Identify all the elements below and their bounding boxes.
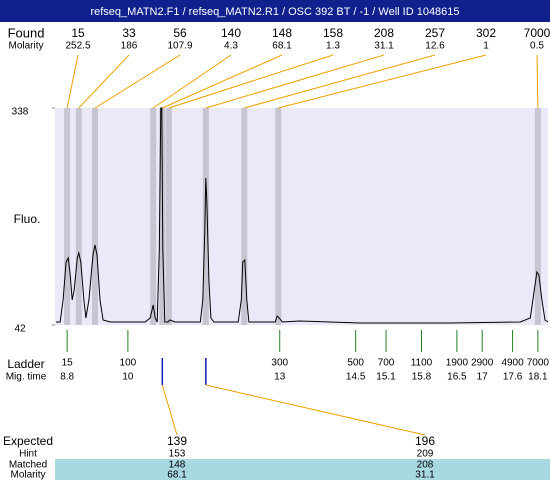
found-size: 56 [173, 26, 187, 40]
found-molarity: 12.6 [425, 41, 445, 52]
plot-area [55, 108, 548, 325]
expected-label: Expected [3, 434, 53, 448]
peak-connector [278, 54, 487, 109]
found-molarity: 1.3 [326, 41, 340, 52]
hint-size: 153 [169, 449, 186, 460]
found-molarity: 252.5 [65, 41, 90, 52]
ladder-time: 17.6 [503, 372, 523, 383]
exp-molarity-label: Molarity [10, 470, 45, 480]
peak-connector [162, 54, 283, 109]
ladder-size: 4900 [501, 358, 524, 369]
molarity-label: Molarity [8, 41, 43, 52]
peak-band [165, 108, 172, 325]
matched-size: 148 [169, 460, 186, 471]
ladder-size: 15 [62, 358, 74, 369]
peak-band [202, 108, 209, 325]
peak-connector [244, 54, 436, 109]
matched-molarity: 31.1 [415, 470, 435, 480]
ladder-size: 500 [347, 358, 364, 369]
peak-band [91, 108, 98, 325]
header-bar [0, 0, 550, 22]
ladder-time: 15.1 [376, 372, 396, 383]
ladder-size: 2900 [471, 358, 494, 369]
ladder-time: 15.8 [412, 372, 432, 383]
found-size: 148 [272, 26, 292, 40]
molarity-row-bg [55, 470, 550, 480]
ladder-time: 13 [274, 372, 286, 383]
trace [56, 107, 549, 324]
ladder-time: 10 [122, 372, 134, 383]
ladder-time: 14.5 [346, 372, 366, 383]
found-size: 15 [71, 26, 85, 40]
peak-connector [152, 54, 232, 109]
found-molarity: 186 [121, 41, 138, 52]
ladder-size: 1100 [411, 358, 433, 369]
found-molarity: 4.3 [224, 41, 238, 52]
peak-band [275, 108, 282, 325]
peak-band [534, 108, 541, 325]
expected-size: 139 [167, 434, 187, 448]
found-molarity: 107.9 [167, 41, 192, 52]
header-title: refseq_MATN2.F1 / refseq_MATN2.R1 / OSC … [90, 6, 459, 18]
found-size: 257 [425, 26, 445, 40]
found-molarity: 1 [483, 41, 489, 52]
peak-connector [536, 54, 539, 109]
ladder-time: 18.1 [528, 372, 548, 383]
found-size: 208 [374, 26, 394, 40]
hint-size: 209 [417, 449, 434, 460]
peak-connector [78, 54, 130, 109]
found-size: 302 [476, 26, 496, 40]
y-axis-label: Fluo. [14, 212, 41, 226]
ladder-time: 16.5 [447, 372, 467, 383]
peak-connector [205, 54, 385, 109]
y-tick-label: 338 [12, 107, 29, 118]
ladder-size: 100 [120, 358, 137, 369]
found-label: Found [8, 25, 45, 40]
ladder-size: 7000 [527, 358, 550, 369]
matched-label: Matched [9, 460, 47, 471]
peak-connector [66, 54, 79, 109]
ladder-label: Ladder [7, 357, 44, 371]
found-size: 158 [323, 26, 343, 40]
expected-connector [161, 384, 178, 436]
hint-label: Hint [19, 449, 37, 460]
found-molarity: 68.1 [272, 41, 292, 52]
peak-band [64, 108, 71, 325]
ladder-size: 700 [378, 358, 395, 369]
expected-size: 196 [415, 434, 435, 448]
ladder-time: 17 [477, 372, 489, 383]
found-size: 140 [221, 26, 241, 40]
peak-band [75, 108, 82, 325]
found-size: 7000 [524, 26, 550, 40]
y-tick-label: 42 [14, 324, 26, 335]
matched-size: 208 [417, 460, 434, 471]
peak-band [241, 108, 248, 325]
peak-band [150, 108, 157, 325]
found-molarity: 0.5 [530, 41, 544, 52]
expected-connector [205, 384, 426, 436]
found-molarity: 31.1 [374, 41, 394, 52]
matched-row-bg [55, 459, 550, 470]
ladder-size: 1900 [446, 358, 469, 369]
matched-molarity: 68.1 [167, 470, 187, 480]
ladder-time: 8.8 [60, 372, 74, 383]
mig-time-label: Mig. time [6, 372, 47, 383]
peak-connector [94, 54, 181, 109]
found-size: 33 [122, 26, 136, 40]
ladder-size: 300 [271, 358, 288, 369]
peak-connector [168, 54, 334, 109]
